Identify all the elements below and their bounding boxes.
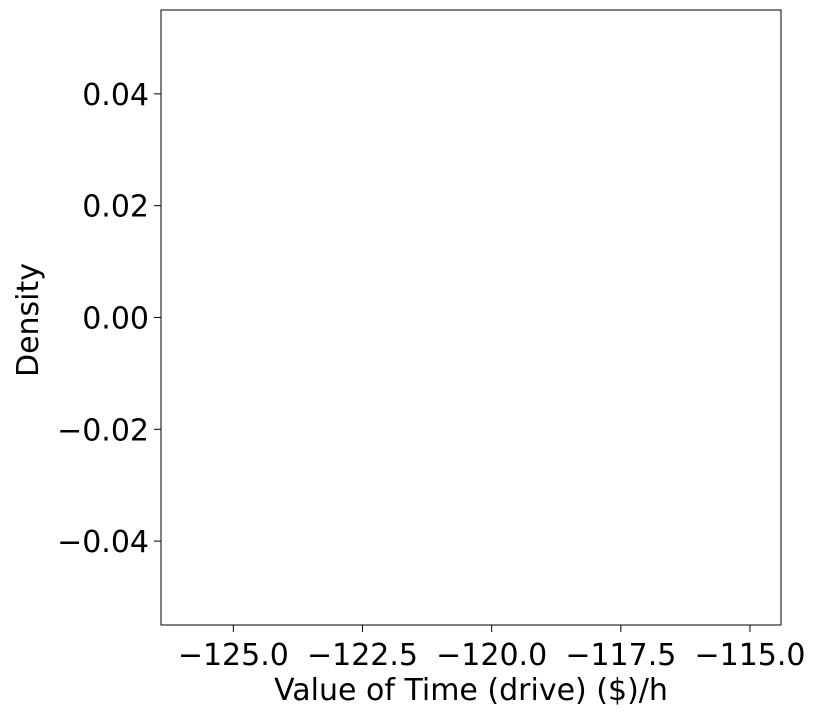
x-tick-label: −115.0 <box>694 638 805 673</box>
y-tick-label: 0.00 <box>82 302 149 337</box>
x-axis-ticks: −125.0 −122.5 −120.0 −117.5 −115.0 <box>178 625 806 673</box>
y-tick-label: −0.02 <box>57 413 149 448</box>
y-axis-ticks: 0.04 0.02 0.00 −0.02 −0.04 <box>57 78 161 560</box>
x-tick-label: −125.0 <box>178 638 289 673</box>
x-tick-label: −117.5 <box>565 638 676 673</box>
y-tick-label: −0.04 <box>57 525 149 560</box>
x-axis-label: Value of Time (drive) ($)/h <box>274 673 668 708</box>
y-axis-label: Density <box>11 263 46 377</box>
x-tick-label: −122.5 <box>307 638 418 673</box>
y-tick-label: 0.02 <box>82 190 149 225</box>
y-tick-label: 0.04 <box>82 78 149 113</box>
x-tick-label: −120.0 <box>436 638 547 673</box>
